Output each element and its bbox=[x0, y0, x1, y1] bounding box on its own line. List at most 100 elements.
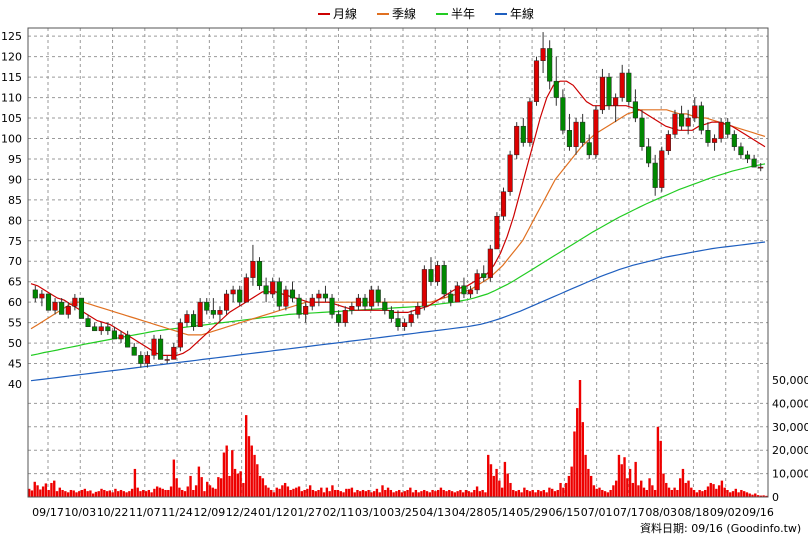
volume-bar bbox=[119, 489, 123, 497]
volume-bar bbox=[111, 492, 114, 497]
volume-bar bbox=[295, 487, 298, 497]
candle-down bbox=[679, 113, 685, 127]
candle-up bbox=[303, 306, 309, 315]
volume-bar bbox=[314, 491, 317, 497]
volume-bar bbox=[509, 482, 512, 497]
volume-bar bbox=[592, 485, 596, 497]
candle-down bbox=[131, 346, 137, 356]
candle-up bbox=[494, 215, 500, 250]
legend-label: 半年 bbox=[451, 7, 475, 21]
volume-bar bbox=[665, 482, 668, 497]
volume-bar bbox=[208, 485, 212, 497]
candle-down bbox=[256, 260, 263, 287]
volume-bar bbox=[459, 489, 462, 497]
volume-bar bbox=[381, 485, 384, 497]
volume-bar bbox=[50, 482, 53, 497]
volume-bar bbox=[239, 471, 242, 497]
volume-bar bbox=[406, 489, 409, 497]
volume-bar bbox=[737, 492, 740, 497]
candle-up bbox=[672, 113, 678, 135]
volume-bar bbox=[417, 492, 420, 497]
volume-bar bbox=[367, 489, 370, 497]
volume-bar bbox=[640, 480, 643, 497]
volume-bar bbox=[317, 489, 320, 497]
volume-bar bbox=[200, 477, 203, 497]
price-tick-label: 80 bbox=[8, 214, 22, 227]
legend: 月線 季線 半年 年線 bbox=[318, 6, 534, 21]
volume-bar bbox=[297, 486, 301, 497]
volume-bar bbox=[637, 485, 640, 497]
volume-bar bbox=[548, 487, 551, 497]
volume-bar bbox=[567, 475, 571, 497]
volume-bar bbox=[512, 489, 515, 497]
candle-down bbox=[45, 293, 52, 311]
candle-down bbox=[322, 293, 329, 299]
volume-bar bbox=[667, 487, 671, 497]
volume-bar bbox=[734, 488, 737, 497]
volume-bar bbox=[464, 489, 468, 497]
price-tick-label: 60 bbox=[8, 296, 22, 309]
volume-bar bbox=[194, 485, 198, 497]
volume-bar bbox=[765, 495, 768, 497]
candle-up bbox=[692, 105, 698, 119]
volume-bar bbox=[94, 491, 98, 497]
volume-bar bbox=[375, 488, 379, 497]
volume-bar bbox=[478, 491, 482, 497]
volume-bar bbox=[100, 488, 103, 497]
volume-bar bbox=[231, 450, 234, 497]
volume-bar bbox=[442, 489, 445, 497]
volume-bar bbox=[751, 494, 754, 497]
volume-bar bbox=[537, 489, 540, 497]
candle-down bbox=[382, 301, 388, 311]
volume-bar bbox=[723, 487, 726, 497]
volume-bar bbox=[197, 466, 201, 497]
volume-bar bbox=[281, 485, 284, 497]
candle-down bbox=[191, 314, 197, 327]
candle-up bbox=[415, 306, 421, 315]
candle-down bbox=[395, 318, 401, 327]
candle-down bbox=[632, 101, 638, 119]
volume-bar bbox=[601, 489, 604, 497]
volume-bar bbox=[403, 491, 406, 497]
candle-down bbox=[336, 314, 342, 323]
candle-up bbox=[39, 293, 45, 299]
volume-bar bbox=[172, 459, 176, 497]
volume-bar bbox=[250, 445, 253, 497]
volume-bar bbox=[553, 491, 557, 497]
volume-bar bbox=[392, 492, 395, 497]
candle-up bbox=[467, 289, 474, 295]
volume-bar bbox=[283, 482, 287, 497]
volume-bar bbox=[55, 491, 59, 497]
volume-bar bbox=[673, 487, 676, 497]
volume-bar bbox=[414, 489, 418, 497]
volume-bar bbox=[495, 468, 498, 497]
candle-up bbox=[665, 134, 671, 152]
volume-bar bbox=[445, 491, 448, 497]
volume-bar bbox=[80, 489, 84, 497]
volume-bar bbox=[219, 478, 223, 497]
volume-bar bbox=[578, 380, 582, 497]
volume-bar bbox=[158, 487, 162, 497]
volume-bar bbox=[425, 491, 429, 497]
volume-bar bbox=[539, 491, 543, 497]
volume-bar bbox=[225, 445, 228, 497]
volume-bar bbox=[653, 489, 657, 497]
time-tick-label: 02/11 bbox=[323, 506, 355, 519]
candle-down bbox=[553, 80, 559, 98]
volume-bar bbox=[731, 491, 735, 497]
volume-bar bbox=[33, 481, 36, 497]
candle-up bbox=[177, 322, 183, 348]
volume-bar bbox=[620, 464, 623, 497]
volume-bar bbox=[28, 488, 31, 497]
volume-bar bbox=[186, 486, 189, 497]
volume-bar bbox=[244, 415, 248, 497]
candle-down bbox=[586, 142, 592, 156]
volume-bar bbox=[275, 487, 278, 497]
price-tick-label: 55 bbox=[8, 317, 22, 330]
time-tick-label: 07/01 bbox=[581, 506, 613, 519]
candlesticks bbox=[32, 32, 764, 368]
volume-bar bbox=[359, 491, 362, 497]
volume-bar bbox=[278, 488, 281, 497]
grid-lines bbox=[28, 28, 768, 497]
volume-bar bbox=[320, 487, 323, 497]
